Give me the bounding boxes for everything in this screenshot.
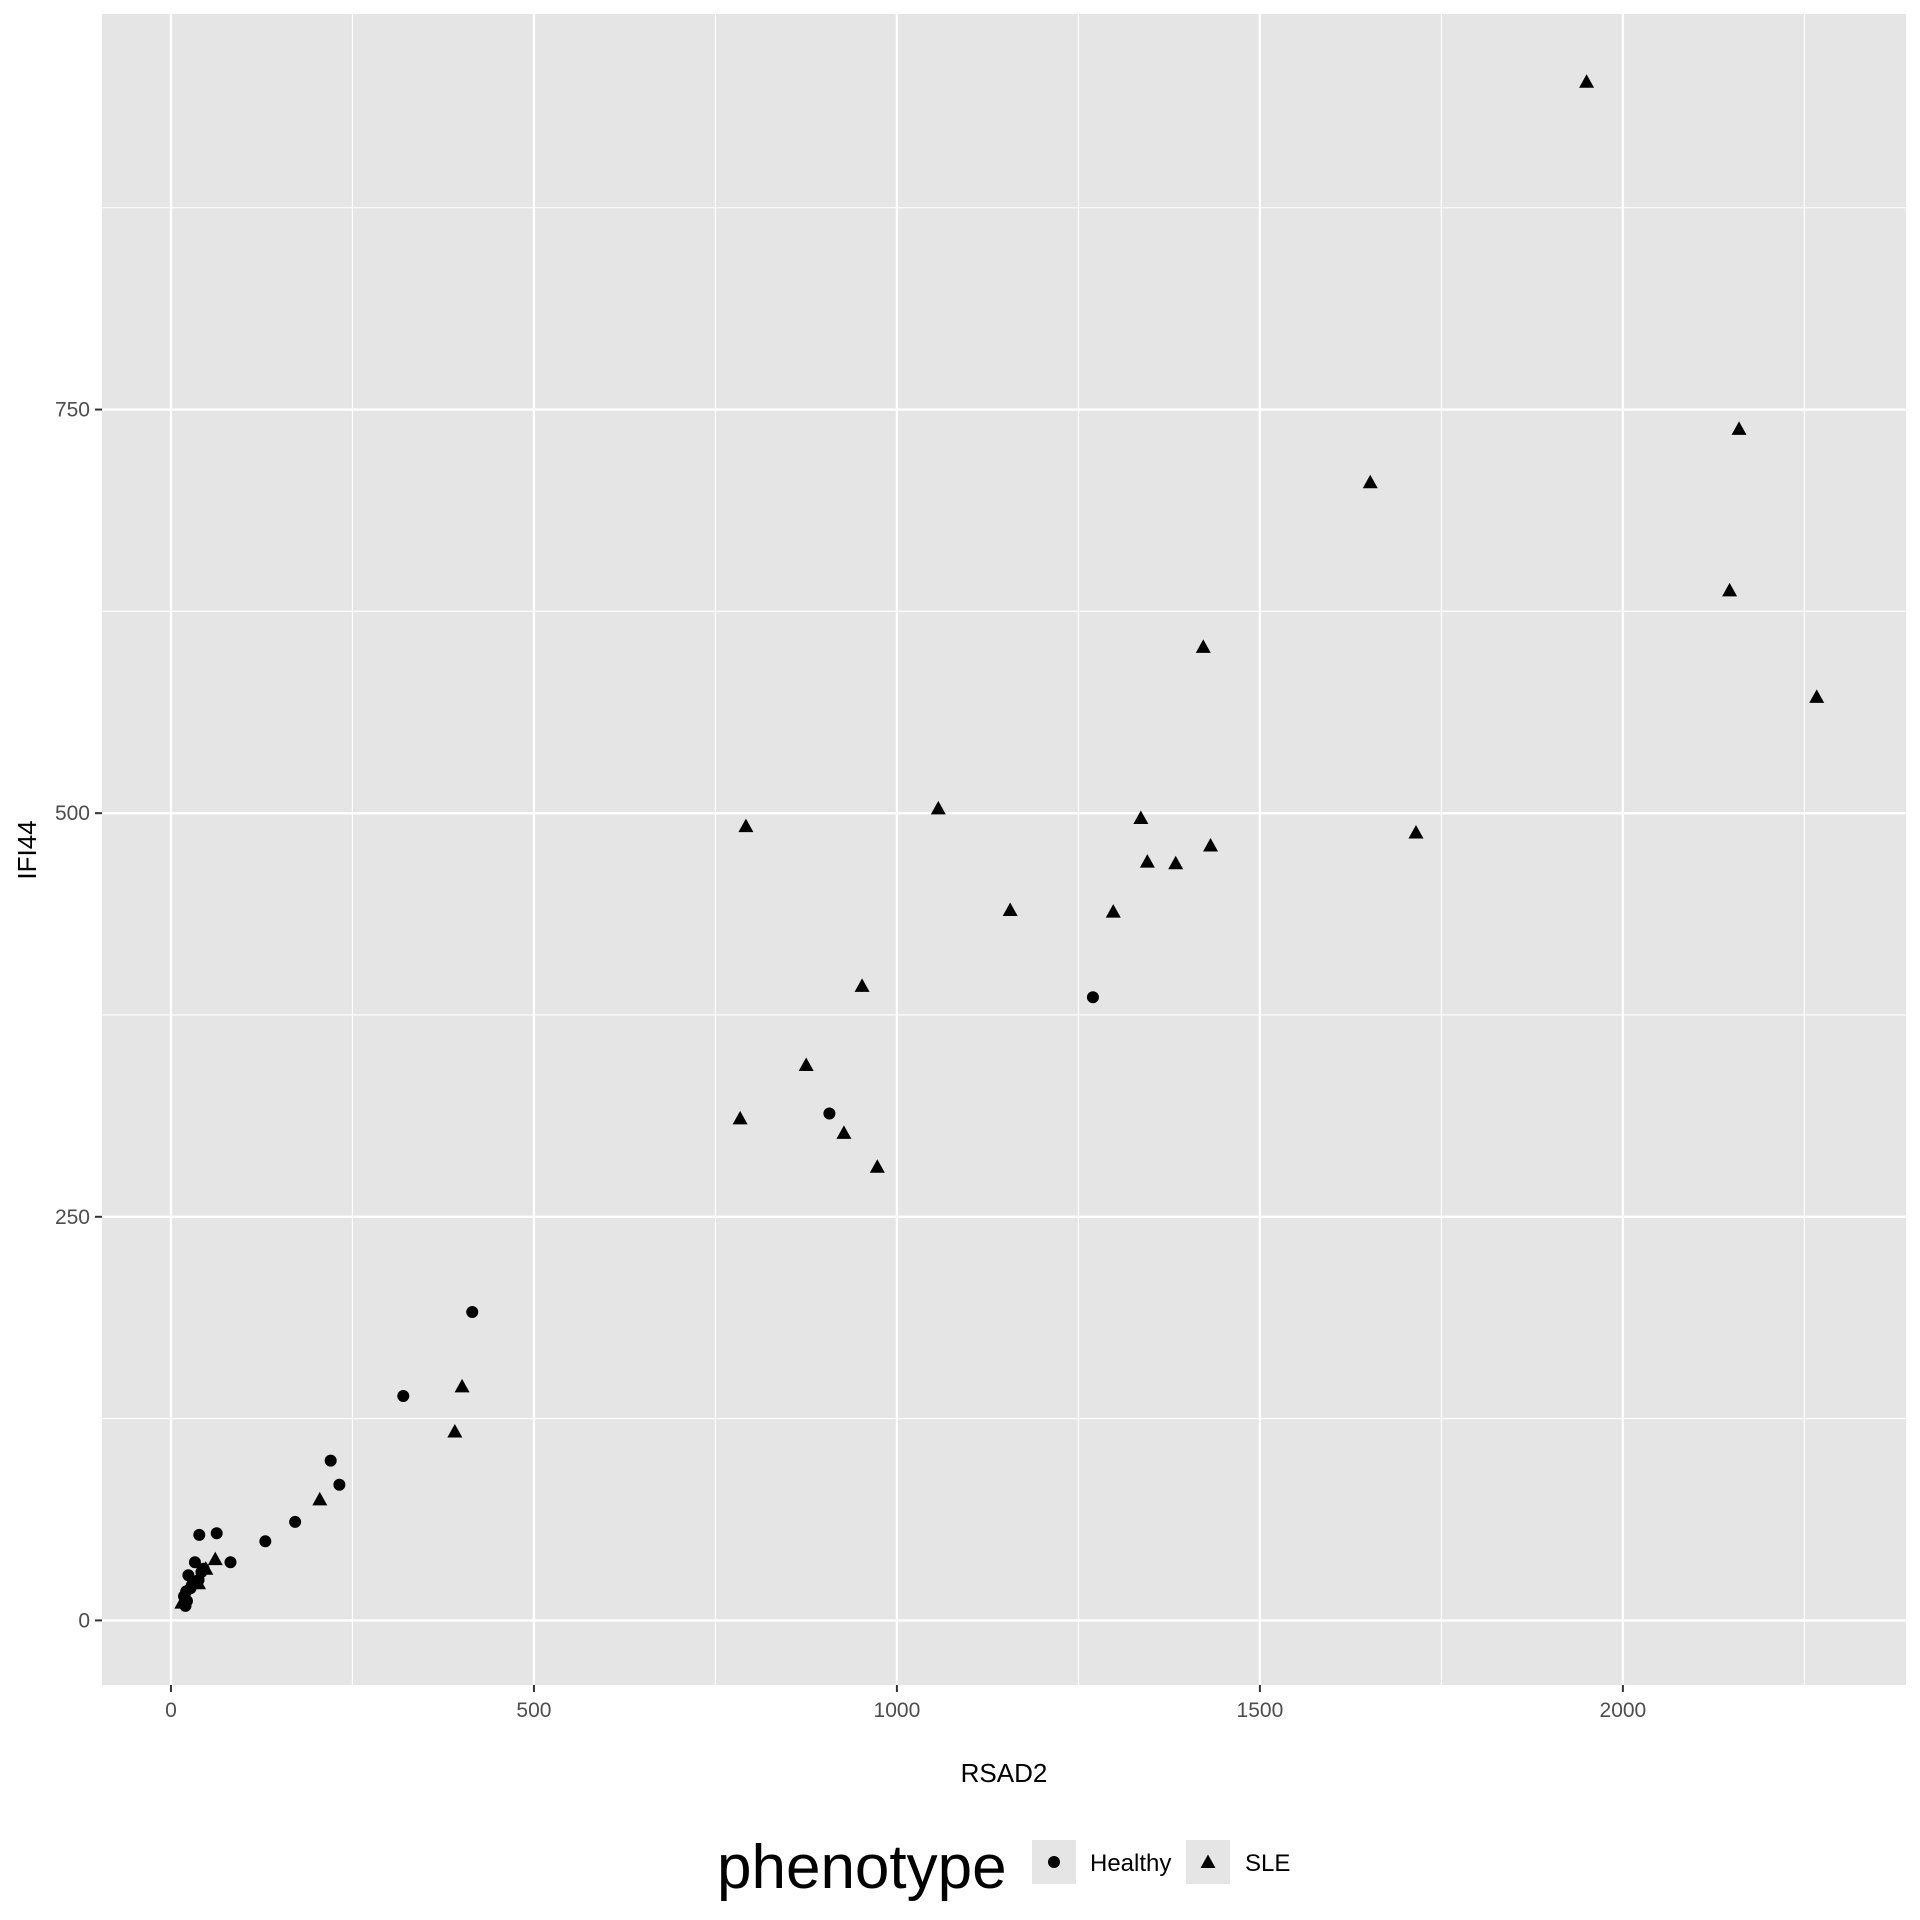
sle-point — [198, 1561, 214, 1575]
sle-point — [174, 1595, 190, 1609]
healthy-point — [324, 1454, 337, 1467]
healthy-point — [259, 1535, 272, 1548]
healthy-point — [188, 1556, 201, 1569]
sle-point — [1203, 837, 1219, 852]
healthy-point — [1086, 991, 1099, 1004]
sle-point — [312, 1491, 328, 1506]
x-tick-label: 0 — [165, 1699, 177, 1722]
sle-point — [869, 1159, 885, 1173]
legend-label-healthy: Healthy — [1090, 1850, 1171, 1877]
sle-point — [447, 1424, 463, 1438]
y-tick-label: 250 — [55, 1206, 90, 1229]
sle-point — [1139, 854, 1155, 868]
legend-symbol-healthy — [1048, 1856, 1060, 1868]
y-tick-label: 0 — [78, 1609, 90, 1632]
sle-point — [836, 1125, 852, 1139]
major-gridlines — [102, 14, 1906, 1685]
healthy-point — [210, 1527, 223, 1540]
healthy-point — [289, 1515, 302, 1528]
healthy-point — [397, 1390, 410, 1403]
legend-symbol-sle — [1200, 1854, 1216, 1868]
healthy-point — [193, 1528, 206, 1541]
sle-point — [1362, 474, 1378, 489]
x-axis-title: RSAD2 — [961, 1758, 1048, 1788]
plot-panel — [102, 14, 1906, 1685]
sle-point — [1579, 74, 1595, 88]
axes: 0 500 1000 1500 2000 0 250 500 750 — [55, 399, 1646, 1722]
sle-point — [1722, 582, 1738, 597]
x-tick-label: 1000 — [874, 1699, 921, 1722]
sle-point — [1133, 810, 1149, 825]
y-tick-label: 750 — [55, 399, 90, 422]
y-axis-title: IFI44 — [12, 820, 42, 879]
minor-gridlines — [102, 14, 1906, 1685]
sle-point — [207, 1551, 223, 1566]
x-tick-label: 1500 — [1237, 1699, 1284, 1722]
sle-point — [1731, 421, 1747, 435]
healthy-point — [224, 1556, 237, 1569]
sle-point — [738, 818, 754, 833]
healthy-point — [823, 1107, 836, 1120]
sle-point — [1195, 639, 1211, 653]
sle-point — [1168, 855, 1184, 870]
legend: phenotype Healthy SLE — [717, 1833, 1290, 1902]
legend-title: phenotype — [717, 1833, 1007, 1902]
sle-point — [191, 1575, 207, 1590]
healthy-point — [182, 1569, 195, 1582]
sle-point — [1809, 689, 1825, 703]
data-points — [174, 74, 1825, 1612]
sle-point — [1408, 825, 1424, 839]
sle-point — [1105, 904, 1121, 918]
sle-point — [798, 1057, 814, 1072]
x-tick-label: 500 — [516, 1699, 551, 1722]
sle-point — [930, 800, 946, 815]
legend-label-sle: SLE — [1245, 1850, 1290, 1877]
healthy-point — [333, 1478, 346, 1491]
sle-point — [732, 1110, 748, 1125]
healthy-point — [466, 1306, 479, 1319]
sle-point — [1002, 902, 1018, 917]
sle-point — [854, 978, 870, 992]
y-tick-label: 500 — [55, 802, 90, 825]
x-tick-label: 2000 — [1600, 1699, 1647, 1722]
sle-point — [454, 1378, 470, 1393]
